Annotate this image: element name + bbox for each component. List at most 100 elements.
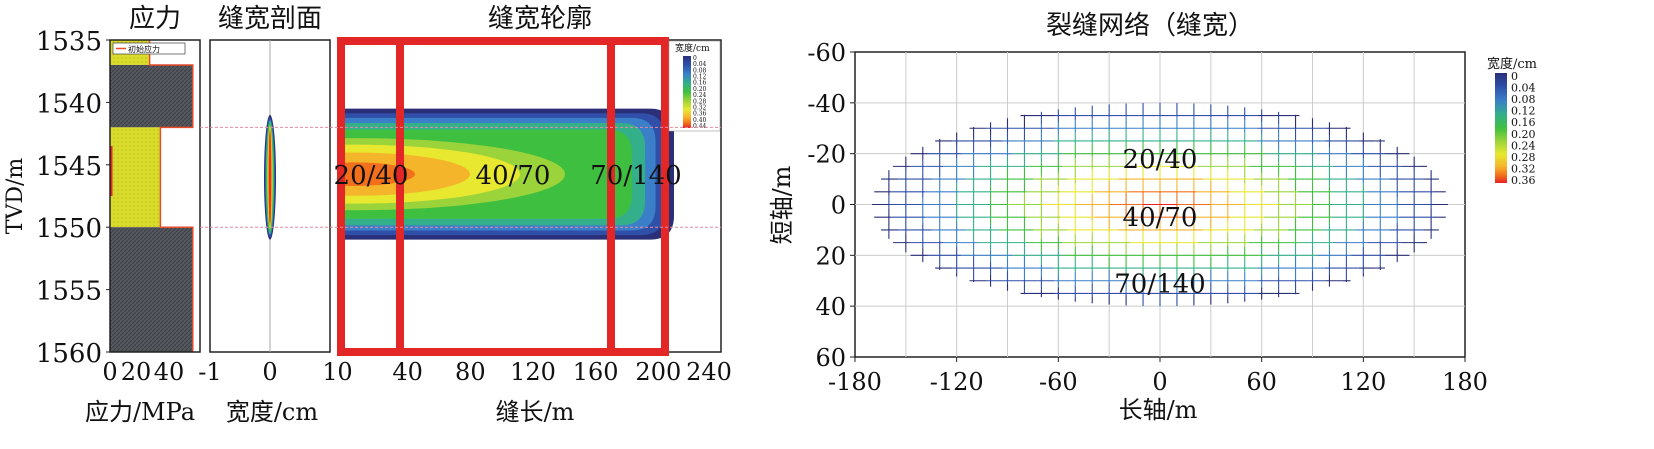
x-tick-label: 120 <box>1340 368 1386 396</box>
x-tick-label: 0 <box>337 358 352 386</box>
stress-title: 应力 <box>129 4 181 34</box>
colorbar-tick-label: 0.36 <box>1511 174 1536 187</box>
profile-body <box>264 40 276 352</box>
colorbar-tick-label: 0.24 <box>693 92 707 99</box>
y-tick-label: -60 <box>807 39 846 67</box>
network-y-label: 短轴/m <box>768 165 796 244</box>
colorbar-tick-label: 0.44 <box>693 123 707 130</box>
y-tick-label: 40 <box>815 293 846 321</box>
x-tick-label: 0 <box>102 358 117 386</box>
contour-body <box>343 108 674 240</box>
profile-x-label: 宽度/cm <box>226 398 319 426</box>
colorbar-tick-label: 0.36 <box>693 111 707 118</box>
x-tick-label: 20 <box>121 358 152 386</box>
network-zone-label: 20/40 <box>1123 145 1198 175</box>
x-tick-label: 80 <box>455 358 486 386</box>
y-tick-label: 60 <box>815 344 846 372</box>
colorbar-tick-label: 0.04 <box>693 61 707 68</box>
colorbar-tick-label: 0.32 <box>693 104 707 111</box>
x-tick-label: 160 <box>573 358 619 386</box>
y-tick-label: 1560 <box>36 339 102 369</box>
colorbar-tick-label: 0.28 <box>1511 151 1536 164</box>
stress-y-label: TVD/m <box>3 158 28 235</box>
y-tick-label: 1545 <box>36 152 102 182</box>
contour-title: 缝宽轮廓 <box>488 4 592 34</box>
contour-x-ticks: 0 40 80 120 160 200 240 <box>337 358 732 386</box>
colorbar-tick-label: 0.12 <box>693 74 707 81</box>
colorbar-box <box>668 40 721 132</box>
legend-label: 初始应力 <box>128 44 160 54</box>
x-tick-label: 1 <box>322 358 337 386</box>
stress-panel: 应力 初始应力 1535 1540 1545 1550 1555 1560 0 20 40 T… <box>3 4 201 426</box>
profile-width-band <box>269 130 271 224</box>
y-tick-label: 1555 <box>36 277 102 307</box>
network-title: 裂缝网络（缝宽） <box>1046 11 1254 41</box>
stress-layer <box>110 127 161 228</box>
x-tick-label: 120 <box>510 358 556 386</box>
profile-panel: 缝宽剖面 -1 0 1 宽度/cm <box>198 4 337 426</box>
x-tick-label: -60 <box>1039 368 1078 396</box>
stress-legend: 初始应力 <box>112 42 186 55</box>
network-zone-label: 70/140 <box>1114 269 1205 299</box>
colorbar-tick-label: 0.20 <box>693 86 707 93</box>
network-y-ticks: -60 -40 -20 0 20 40 60 <box>807 39 855 372</box>
network-zone-label: 40/70 <box>1123 203 1198 233</box>
contour-zone-labels: 20/40 40/70 70/140 <box>334 161 682 191</box>
stress-frame <box>109 39 201 353</box>
x-tick-label: 0 <box>1152 368 1167 396</box>
x-tick-label: 40 <box>392 358 423 386</box>
network-zone-labels: 20/40 40/70 70/140 <box>1114 145 1205 300</box>
colorbar-tick-label: 0.28 <box>693 98 707 105</box>
y-tick-label: -20 <box>807 141 846 169</box>
x-tick-label: 60 <box>1246 368 1277 396</box>
contour-x-label: 缝长/m <box>496 398 575 426</box>
contour-panel: 缝宽轮廓 20/40 40/70 70/140 宽度/cm 0 0.040.080.12… <box>334 4 732 426</box>
stress-profile-line <box>148 40 194 352</box>
stress-layer <box>110 227 193 352</box>
colorbar-tick-label: 0.40 <box>693 117 707 124</box>
network-colorbar: 宽度/cm00.040.080.120.160.200.240.280.320.… <box>1487 56 1537 187</box>
stress-x-ticks: 0 20 40 <box>102 358 184 386</box>
x-tick-label: -1 <box>198 358 221 386</box>
colorbar-gradient <box>1495 73 1507 183</box>
contour-zone-label: 40/70 <box>476 161 551 191</box>
proppant-outer-box <box>337 37 669 356</box>
stress-x-label: 应力/MPa <box>85 398 195 426</box>
colorbar-tick-label: 0.24 <box>1511 139 1536 152</box>
colorbar-tick-label: 0.32 <box>1511 162 1536 175</box>
legend-box <box>112 42 186 55</box>
colorbar-tick-label: 0.16 <box>693 80 707 87</box>
x-tick-label: -180 <box>828 368 882 396</box>
y-tick-label: 1540 <box>36 89 102 119</box>
x-tick-label: -120 <box>930 368 984 396</box>
x-tick-label: 240 <box>686 358 732 386</box>
network-x-label: 长轴/m <box>1119 396 1198 424</box>
network-x-ticks: -180 -120 -60 0 60 120 180 <box>828 357 1488 396</box>
y-tick-label: 0 <box>831 192 846 220</box>
colorbar-tick-label: 0.20 <box>1511 128 1536 141</box>
colorbar-tick-label: 0 <box>1511 70 1518 83</box>
colorbar-gradient <box>683 56 691 128</box>
y-tick-label: -40 <box>807 90 846 118</box>
colorbar-title: 宽度/cm <box>675 42 710 54</box>
x-tick-label: 200 <box>635 358 681 386</box>
profile-x-ticks: -1 0 1 <box>198 358 337 386</box>
y-tick-label: 1535 <box>36 27 102 57</box>
y-tick-label: 1550 <box>36 214 102 244</box>
network-panel: 裂缝网络（缝宽） 20/40 40/70 70/140 -60 -40 -20 0 20 40… <box>768 11 1537 424</box>
network-cells <box>871 102 1449 307</box>
stress-layer <box>110 64 193 128</box>
colorbar-tick-label: 0.08 <box>693 67 707 74</box>
colorbar-tick-label: 0.08 <box>1511 93 1536 106</box>
x-tick-label: 0 <box>262 358 277 386</box>
colorbar-tick-label: 0.04 <box>1511 82 1536 95</box>
proppant-zone-boxes <box>337 37 669 356</box>
contour-zone-label: 70/140 <box>590 161 681 191</box>
stress-layers <box>109 40 194 352</box>
x-tick-label: 180 <box>1442 368 1488 396</box>
stress-y-ticks: 1535 1540 1545 1550 1555 1560 <box>36 27 110 369</box>
colorbar-tick-label: 0.16 <box>1511 116 1536 129</box>
contour-zone-label: 20/40 <box>334 161 409 191</box>
profile-title: 缝宽剖面 <box>218 4 322 34</box>
